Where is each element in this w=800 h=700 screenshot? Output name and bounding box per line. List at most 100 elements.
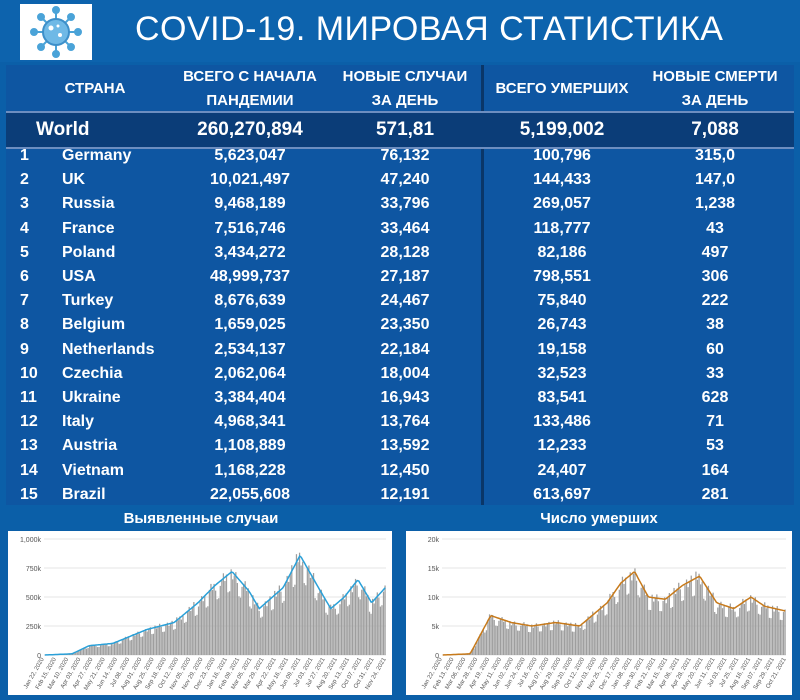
y-tick-label: 10k [428, 595, 440, 602]
chart-bar [483, 629, 484, 655]
chart-bar [728, 606, 729, 655]
chart-bar [319, 591, 320, 655]
chart-bar [501, 617, 502, 655]
row-new-cases: 12,191 [330, 485, 480, 505]
chart-bar [299, 553, 300, 655]
row-country: Ukraine [62, 388, 172, 408]
chart-bar [498, 621, 499, 655]
chart-bar [687, 587, 688, 655]
chart-bar [598, 610, 599, 655]
chart-bar [672, 607, 673, 655]
chart-bar [655, 598, 656, 655]
chart-bar [296, 554, 297, 655]
chart-bar [755, 597, 756, 655]
chart-bar [703, 599, 704, 655]
chart-bar [375, 598, 376, 655]
chart-bar [235, 572, 236, 655]
chart-bar [271, 610, 272, 655]
chart-bar [238, 596, 239, 655]
chart-bar [695, 572, 696, 655]
chart-bar [274, 591, 275, 655]
chart-bar [207, 606, 208, 655]
chart-bar [705, 601, 706, 655]
chart-bar [481, 634, 482, 655]
chart-bar [747, 611, 748, 655]
chart-bar [770, 618, 771, 655]
chart-bar [764, 602, 765, 655]
chart-bar [77, 652, 78, 655]
row-new-cases: 28,128 [330, 243, 480, 263]
chart-bar [700, 584, 701, 655]
chart-bar [592, 612, 593, 655]
row-new-deaths: 38 [640, 315, 790, 335]
chart-bar [673, 588, 674, 655]
chart-bar [229, 591, 230, 655]
chart-bar [558, 620, 559, 655]
chart-bar [106, 644, 107, 655]
chart-bar [328, 605, 329, 655]
header-banner: COVID-19. МИРОВАЯ СТАТИСТИКА [0, 0, 800, 62]
row-total-cases: 3,384,404 [170, 388, 330, 408]
chart-bar [349, 605, 350, 655]
chart-bar [738, 616, 739, 655]
row-rank: 9 [20, 340, 50, 360]
chart-bar [523, 622, 524, 655]
chart-bar [324, 598, 325, 655]
chart-bar [686, 580, 687, 655]
chart-title-cases: Выявленные случаи [10, 510, 392, 527]
row-total-deaths: 83,541 [484, 388, 640, 408]
chart-bar [268, 601, 269, 655]
chart-bar [195, 616, 196, 655]
chart-bar [103, 644, 104, 655]
chart-bar [88, 648, 89, 655]
chart-bar [650, 610, 651, 655]
chart-bar [153, 634, 154, 655]
chart-bar [777, 606, 778, 655]
chart-bar [713, 593, 714, 655]
chart-bar [112, 644, 113, 655]
chart-bar [265, 601, 266, 655]
chart-bar [572, 632, 573, 655]
chart-bar [182, 616, 183, 655]
row-rank: 3 [20, 194, 50, 214]
chart-bar [692, 596, 693, 655]
chart-bar [739, 608, 740, 655]
chart-bar [100, 645, 101, 655]
row-new-deaths: 147,0 [640, 170, 790, 190]
row-country: France [62, 219, 172, 239]
row-total-cases: 48,999,737 [170, 267, 330, 287]
chart-bar [341, 599, 342, 655]
chart-bar [522, 624, 523, 655]
chart-bar [150, 627, 151, 655]
chart-bar [681, 601, 682, 655]
row-rank: 15 [20, 485, 50, 505]
chart-bar [161, 627, 162, 655]
chart-bar [784, 609, 785, 655]
chart-bar [159, 624, 160, 655]
chart-bar [564, 624, 565, 655]
chart-bar [251, 609, 252, 655]
row-total-deaths: 24,407 [484, 461, 640, 481]
chart-bar [123, 639, 124, 655]
chart-bar [603, 606, 604, 655]
chart-bar [633, 574, 634, 655]
chart-bar [249, 606, 250, 655]
chart-bar [119, 644, 120, 655]
row-new-cases: 13,592 [330, 436, 480, 456]
chart-bar [652, 595, 653, 655]
chart-bar [92, 646, 93, 655]
chart-bar [741, 603, 742, 655]
chart-bar [381, 605, 382, 655]
row-total-deaths: 26,743 [484, 315, 640, 335]
chart-bar [622, 577, 623, 655]
chart-bar [600, 606, 601, 655]
y-tick-label: 250k [26, 624, 42, 631]
chart-bar [232, 579, 233, 655]
chart-bar [731, 610, 732, 655]
chart-bar [678, 583, 679, 655]
row-total-deaths: 118,777 [484, 219, 640, 239]
chart-bar [675, 594, 676, 655]
page-title: COVID-19. МИРОВАЯ СТАТИСТИКА [135, 10, 723, 49]
chart-bar [117, 642, 118, 655]
